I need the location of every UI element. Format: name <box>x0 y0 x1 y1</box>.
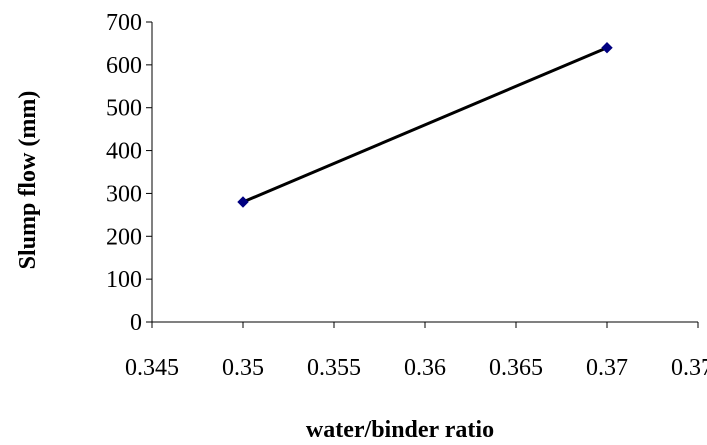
x-tick-label: 0.355 <box>307 355 361 381</box>
x-tick-label: 0.345 <box>125 355 179 381</box>
y-axis: 0 100 200 300 400 500 600 700 <box>106 10 153 336</box>
x-tick-label: 0.36 <box>404 355 446 381</box>
x-tick-label: 0.365 <box>489 355 543 381</box>
data-point <box>601 42 613 54</box>
y-tick-label: 500 <box>106 96 142 122</box>
y-axis-title: Slump flow (mm) <box>15 91 41 270</box>
x-axis-title: water/binder ratio <box>306 417 494 443</box>
y-tick-label: 400 <box>106 139 142 165</box>
x-tick-label: 0.37 <box>586 355 628 381</box>
y-tick-label: 700 <box>106 10 142 36</box>
x-tick-label: 0.35 <box>222 355 264 381</box>
data-point <box>237 196 249 208</box>
x-axis: 0.345 0.35 0.355 0.36 0.365 0.37 0.375 <box>125 321 707 381</box>
y-tick-label: 600 <box>106 53 142 79</box>
series-group <box>237 42 613 208</box>
series-line <box>242 46 608 204</box>
y-tick-label: 0 <box>130 310 142 336</box>
y-tick-label: 100 <box>106 267 142 293</box>
y-tick-label: 200 <box>106 224 142 250</box>
y-tick-label: 300 <box>106 181 142 207</box>
x-tick-label: 0.375 <box>671 355 707 381</box>
